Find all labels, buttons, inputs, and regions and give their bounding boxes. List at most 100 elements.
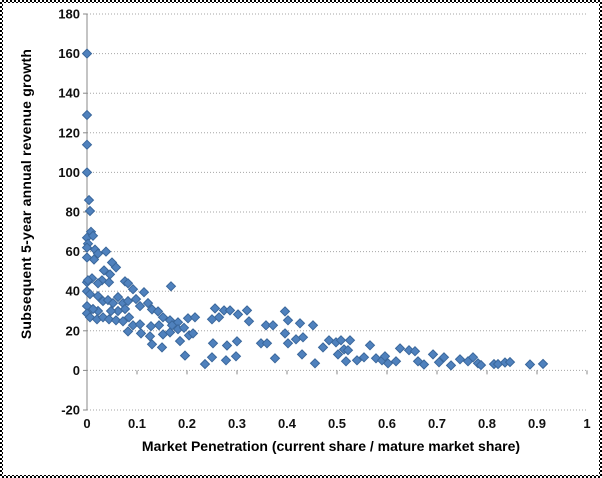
y-tick-label: -20 [61,403,80,418]
data-point [351,355,363,366]
data-point [187,328,199,339]
x-tick-label: 0.1 [128,416,146,431]
data-point [165,281,177,292]
data-point [152,306,164,317]
gridlines [87,13,587,411]
data-point [92,278,104,289]
data-point [83,194,95,206]
data-point [81,167,93,178]
data-point [82,275,94,286]
data-point [134,300,146,312]
data-point [122,326,134,337]
y-tick-label: 80 [66,205,80,220]
data-point [117,316,129,327]
data-point [297,332,309,343]
data-point [110,262,122,273]
y-tick-label: 180 [58,7,80,22]
data-point [145,320,157,332]
data-point [81,139,93,150]
data-point [164,327,176,338]
data-point [220,355,232,366]
data-point [433,357,445,368]
data-point [122,295,134,307]
data-point [207,338,219,349]
data-point [178,322,190,334]
data-point [81,109,93,121]
data-point [232,309,244,320]
data-point [130,293,142,305]
data-point [122,278,134,289]
data-point [230,351,242,362]
data-point [206,314,218,325]
data-point [394,343,406,354]
x-tick-label: 0.7 [428,416,446,431]
data-point [340,356,352,367]
data-point [123,312,135,323]
x-tick-label: 0.8 [478,416,496,431]
x-tick-label: 0 [83,416,90,431]
data-point [174,335,186,347]
x-tick-label: 0.3 [228,416,246,431]
data-point [221,340,233,351]
data-point [279,306,291,317]
data-point [454,354,466,365]
y-tick-label: 40 [66,284,80,299]
data-point [409,345,421,357]
y-axis-title: Subsequent 5-year annual revenue growth [18,48,34,340]
data-point [309,358,321,369]
data-point [199,358,211,370]
data-point [335,335,347,346]
data-point [105,305,117,317]
data-point [282,315,294,326]
data-point [134,319,146,330]
x-tick-label: 0.9 [528,416,546,431]
data-point [98,265,110,276]
data-point [382,358,394,369]
x-tick-label: 1 [583,416,590,431]
y-tick-label: 160 [58,46,80,61]
data-point [418,359,430,370]
data-point [103,314,115,325]
y-tick-label: 120 [58,125,80,140]
data-point [269,353,281,364]
data-point [379,351,391,362]
data-point [317,342,329,353]
data-point [358,352,370,363]
data-point [103,277,115,288]
data-point [241,305,253,316]
data-point [156,342,168,353]
data-point [427,349,439,360]
data-point [279,328,291,339]
data-point [112,291,124,303]
y-tick-label: 20 [66,323,80,338]
data-point [224,305,236,316]
data-point [467,352,479,363]
data-point [296,349,308,360]
data-point [84,288,96,300]
data-point [153,320,165,331]
axes [83,13,588,411]
data-point [438,352,450,363]
data-point [260,320,272,331]
data-point [209,303,221,314]
data-point [243,316,255,327]
y-tick-label: 100 [58,165,80,180]
data-point [524,359,536,370]
data-point [100,246,112,257]
data-point [342,344,354,356]
data-point [282,338,294,349]
data-point [146,339,158,350]
data-point [332,349,344,360]
data-point [231,336,243,347]
x-tick-label: 0.4 [278,416,297,431]
data-point [144,331,156,342]
y-tick-label: 0 [73,363,80,378]
data-point [92,248,104,259]
data-point [475,359,487,371]
data-point [206,352,218,363]
data-point [261,338,273,349]
data-point [537,358,549,370]
data-point [267,320,279,331]
